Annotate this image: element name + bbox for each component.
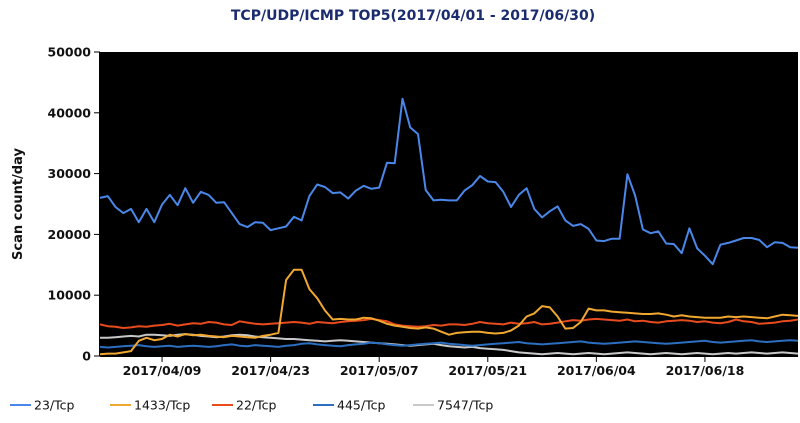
series-lines	[99, 97, 799, 356]
y-axis: 0 10000 20000 30000 40000 50000	[48, 45, 100, 364]
x-tick-label: 2017/06/18	[666, 363, 745, 378]
x-tick-label: 2017/05/21	[448, 363, 527, 378]
y-tick-label: 10000	[48, 288, 92, 303]
y-tick-label: 0	[82, 349, 91, 364]
series-line	[99, 97, 799, 266]
y-tick-label: 50000	[48, 45, 92, 60]
legend: 23/Tcp 1433/Tcp 22/Tcp 445/Tcp 7547/Tcp	[10, 398, 493, 413]
series-line	[99, 317, 799, 329]
legend-label: 7547/Tcp	[437, 398, 493, 413]
x-axis: 2017/04/09 2017/04/23 2017/05/07 2017/05/21…	[100, 356, 798, 378]
x-tick-label: 2017/06/04	[557, 363, 636, 378]
y-tick-label: 40000	[48, 105, 92, 120]
x-tick-label: 2017/04/09	[123, 363, 202, 378]
legend-label: 445/Tcp	[337, 398, 385, 413]
plot-area	[100, 52, 798, 356]
legend-label: 23/Tcp	[34, 398, 75, 413]
legend-label: 22/Tcp	[236, 398, 277, 413]
series-line	[99, 268, 799, 356]
series-line	[99, 339, 799, 349]
y-tick-label: 30000	[48, 166, 92, 181]
y-axis-label: Scan count/day	[11, 148, 26, 260]
chart-title: TCP/UDP/ICMP TOP5(2017/04/01 - 2017/06/3…	[231, 8, 595, 24]
x-tick-label: 2017/05/07	[340, 363, 419, 378]
x-tick-label: 2017/04/23	[231, 363, 310, 378]
y-tick-label: 20000	[48, 227, 92, 242]
legend-label: 1433/Tcp	[134, 398, 190, 413]
